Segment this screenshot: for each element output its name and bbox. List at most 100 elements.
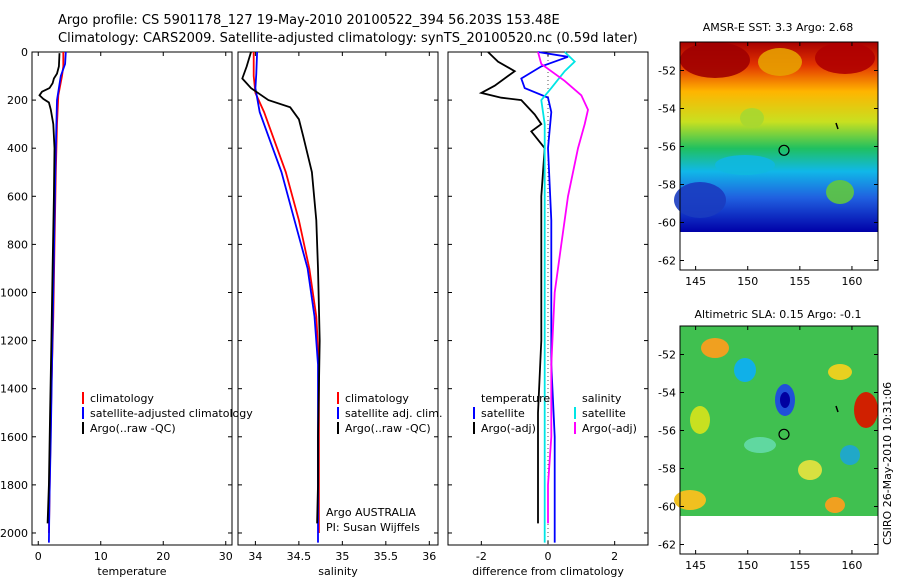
sla-map-ticks: 145 150 155 160 -52 -54 -56 -58 -60 -62 (658, 326, 878, 572)
lat-tick-label: -60 (658, 217, 676, 230)
legend-sal-argo-label: Argo(-adj) (582, 422, 637, 435)
salinity-ticks: 34 34.5 35 35.5 36 (238, 51, 438, 563)
lon-tick-label: 145 (685, 275, 706, 288)
series-line-salinity-satellite (540, 51, 576, 543)
sla-high-patch (690, 406, 710, 434)
sst-map-title: AMSR-E SST: 3.3 Argo: 2.68 (703, 21, 854, 34)
lon-tick-label: 155 (789, 275, 810, 288)
legend-sat-label: satellite-adjusted climatology (90, 407, 253, 420)
float-position-marker (778, 144, 790, 156)
legend-argo-label: Argo(..raw -QC) (345, 422, 431, 435)
sla-low-core (780, 392, 790, 408)
lat-tick-label: -52 (658, 349, 676, 362)
sla-high-patch (828, 364, 852, 380)
y-tick-label: 400 (7, 142, 28, 155)
y-tick-label: 1600 (0, 431, 28, 444)
sla-anomalies (674, 338, 878, 513)
x-tick-label: 35 (335, 550, 349, 563)
temperature-legend: climatology satellite-adjusted climatolo… (82, 392, 253, 435)
lat-tick-label: -52 (658, 65, 676, 78)
sla-high-patch (825, 497, 845, 513)
sst-cold-patch (715, 155, 775, 175)
sla-low-patch (744, 437, 776, 453)
salinity-xlabel: salinity (318, 565, 358, 578)
legend-argo-label: Argo(..raw -QC) (90, 422, 176, 435)
x-tick-label: 0 (35, 550, 42, 563)
lat-tick-label: -54 (658, 387, 676, 400)
sla-low-patch (734, 358, 756, 382)
x-tick-label: 30 (219, 550, 233, 563)
x-tick-label: 20 (156, 550, 170, 563)
x-tick-label: 10 (94, 550, 108, 563)
temperature-lines (38, 51, 67, 543)
lat-tick-label: -58 (658, 179, 676, 192)
salinity-legend: climatology satellite adj. clim. Argo(..… (337, 392, 442, 435)
lat-tick-label: -56 (658, 425, 676, 438)
lon-tick-label: 160 (841, 559, 862, 572)
series-line-temperature-argo-adj- (478, 51, 546, 524)
difference-lines (478, 51, 589, 543)
x-tick-label: 36 (422, 550, 436, 563)
float-position-marker (778, 428, 790, 440)
lon-tick-label: 160 (841, 275, 862, 288)
header-line-2: Climatology: CARS2009. Satellite-adjuste… (58, 31, 638, 46)
header-line-1: Argo profile: CS 5901178_127 19-May-2010… (58, 13, 560, 28)
salinity-lines (241, 51, 321, 543)
sla-map-panel: Altimetric SLA: 0.15 Argo: -0.1 145 150 15… (658, 308, 879, 572)
series-line-argo-raw-qc- (38, 53, 61, 524)
float-pi-annotation: PI: Susan Wijffels (326, 521, 420, 534)
legend-clim-label: climatology (345, 392, 409, 405)
temperature-axes-frame (31, 51, 233, 546)
sst-eddy (740, 108, 764, 128)
lat-tick-label: -60 (658, 501, 676, 514)
sla-high-patch (674, 490, 706, 510)
difference-legend: temperature satellite Argo(-adj) salinit… (473, 392, 637, 435)
float-track-mark (835, 122, 839, 130)
sst-eddies (674, 42, 875, 218)
x-tick-label: 35.5 (374, 550, 399, 563)
sst-warm-patch (758, 48, 802, 76)
legend-sal-sat-label: satellite (582, 407, 626, 420)
temperature-panel: 0 10 20 30 0 200 400 600 800 1000 1200 1400 1600 1800… (0, 46, 253, 578)
series-line-satellite-adj-clim- (254, 51, 319, 543)
sst-map-panel: AMSR-E SST: 3.3 Argo: 2.68 145 150 155 160 -… (658, 21, 879, 288)
temperature-ticks: 0 10 20 30 0 200 400 600 800 1000 1200 1400 1600 1800… (0, 46, 233, 563)
lon-tick-label: 150 (737, 559, 758, 572)
series-line-salinity-argo-adj- (537, 51, 589, 524)
sst-eddy (826, 180, 854, 204)
y-tick-label: 2000 (0, 527, 28, 540)
x-tick-label: 34.5 (287, 550, 312, 563)
lat-tick-label: -62 (658, 255, 676, 268)
lat-tick-label: -62 (658, 539, 676, 552)
sla-high-patch (798, 460, 822, 480)
float-owner-annotation: Argo AUSTRALIA (326, 506, 416, 519)
lon-tick-label: 155 (789, 559, 810, 572)
difference-xlabel: difference from climatology (472, 565, 624, 578)
y-tick-label: 200 (7, 94, 28, 107)
legend-salinity-title: salinity (582, 392, 622, 405)
float-track-mark (835, 405, 839, 413)
y-tick-label: 1400 (0, 383, 28, 396)
y-tick-label: 0 (21, 46, 28, 59)
sla-low-patch (840, 445, 860, 465)
legend-clim-label: climatology (90, 392, 154, 405)
sla-map-frame (679, 325, 879, 555)
difference-panel: -2 0 2 difference from climatology tempera… (447, 51, 649, 578)
y-tick-label: 800 (7, 238, 28, 251)
series-line-argo-raw-qc- (241, 51, 321, 524)
sst-map-frame (679, 41, 879, 271)
sla-map-title: Altimetric SLA: 0.15 Argo: -0.1 (695, 308, 862, 321)
sst-map-ticks: 145 150 155 160 -52 -54 -56 -58 -60 -62 (658, 42, 878, 288)
lat-tick-label: -58 (658, 463, 676, 476)
difference-axes-frame (447, 51, 649, 546)
series-line-satellite-adjusted-climatology (48, 51, 67, 543)
series-line-temperature-satellite (520, 51, 569, 543)
legend-sat-label: satellite adj. clim. (345, 407, 442, 420)
timestamp-label: CSIRO 26-May-2010 10:31:06 (881, 382, 894, 545)
salinity-axes-frame (237, 51, 439, 546)
sla-high-patch (701, 338, 729, 358)
lon-tick-label: 150 (737, 275, 758, 288)
legend-temperature-title: temperature (481, 392, 550, 405)
legend-temp-argo-label: Argo(-adj) (481, 422, 536, 435)
